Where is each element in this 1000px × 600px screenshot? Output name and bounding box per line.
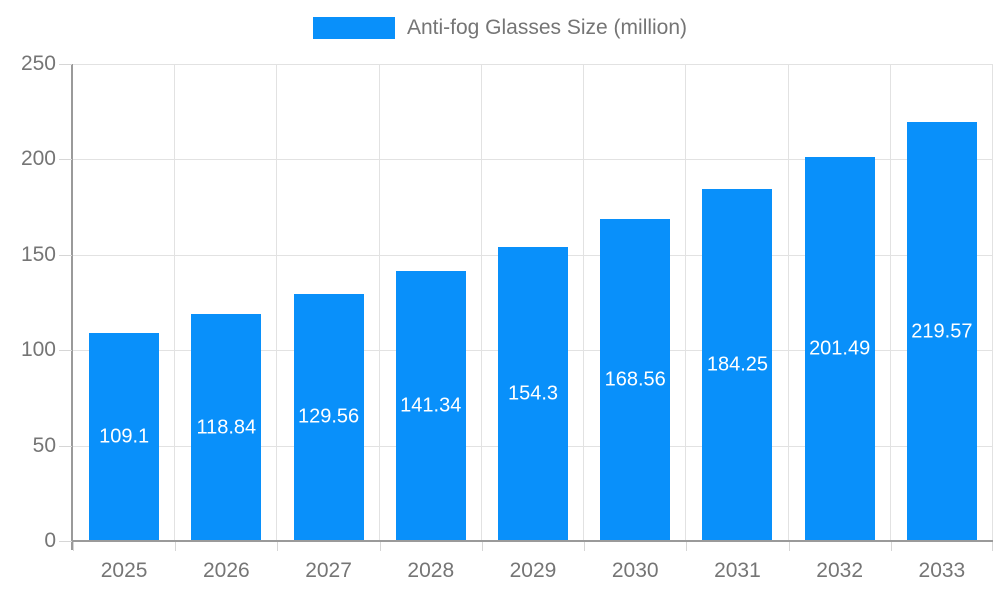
bar: 184.25 (702, 189, 773, 541)
x-axis-tick (686, 542, 688, 551)
y-axis-tick (59, 159, 72, 161)
gridline-v (480, 64, 482, 541)
x-axis-tick (992, 542, 993, 551)
gridline-v (174, 64, 176, 541)
x-axis-tick-label: 2026 (202, 559, 250, 582)
y-axis-tick (59, 64, 72, 65)
y-axis-tick-label: 200 (20, 147, 56, 171)
gridline-v (992, 64, 993, 541)
bar-value-label: 118.84 (196, 416, 257, 439)
bar: 201.49 (804, 156, 875, 541)
x-axis-tick (788, 542, 790, 551)
x-axis-tick-label: 2027 (305, 559, 352, 582)
bar: 154.3 (498, 246, 568, 541)
bar-value-label: 109.1 (99, 425, 150, 448)
y-axis-tick-label: 250 (20, 52, 56, 75)
plot-area: 109.1 118.84 129.56 141.34 154.3 168.56 184.25… (73, 64, 993, 541)
y-axis-tick-label: 0 (44, 529, 56, 552)
bar: 141.34 (395, 271, 466, 541)
bar-value-label: 154.3 (507, 382, 559, 405)
y-axis-tick-label: 150 (20, 242, 56, 266)
legend[interactable]: Anti-fog Glasses Size (million) (0, 16, 1000, 40)
legend-label: Anti-fog Glasses Size (million) (406, 16, 688, 39)
gridline-v (276, 64, 278, 541)
y-axis-tick-label: 100 (20, 338, 56, 362)
gridline-h (73, 64, 993, 65)
gridline-v (378, 64, 380, 541)
x-axis-tick-label: 2033 (918, 559, 966, 582)
x-axis-tick-label: 2032 (816, 559, 864, 582)
bar: 109.1 (89, 332, 160, 541)
x-axis-tick-label: 2029 (509, 559, 557, 582)
bar-value-label: 201.49 (809, 337, 871, 360)
y-axis-tick (59, 254, 72, 256)
y-axis-tick-label: 50 (32, 433, 56, 457)
x-axis-tick (73, 542, 74, 551)
bar-value-label: 129.56 (297, 405, 360, 428)
gridline-v (583, 64, 585, 541)
legend-swatch (312, 17, 395, 39)
x-axis-tick (890, 542, 892, 551)
x-axis-tick (379, 542, 381, 551)
x-axis-tick (175, 542, 177, 551)
gridline-v (889, 64, 891, 541)
x-axis-tick-label: 2031 (714, 559, 761, 582)
gridline-v (685, 64, 687, 541)
bar: 129.56 (293, 293, 364, 541)
x-axis-tick (277, 542, 279, 551)
y-axis-tick (59, 541, 72, 542)
x-axis-tick (481, 542, 483, 551)
x-axis-tick-label: 2025 (100, 559, 148, 582)
bar-value-label: 168.56 (604, 368, 666, 391)
y-axis-tick (59, 445, 72, 447)
bar-value-label: 141.34 (400, 394, 462, 417)
bar-value-label: 184.25 (706, 353, 769, 376)
x-axis-tick-label: 2030 (611, 559, 659, 582)
bar-value-label: 219.57 (911, 320, 973, 343)
y-axis-line (71, 64, 73, 550)
gridline-h (73, 159, 993, 161)
bar: 219.57 (906, 122, 977, 541)
gridline-v (787, 64, 789, 541)
y-axis-tick (59, 350, 72, 352)
x-axis-tick-label: 2028 (407, 559, 455, 582)
x-axis-tick (584, 542, 586, 551)
bar: 118.84 (191, 314, 262, 541)
bar: 168.56 (600, 219, 671, 541)
x-axis-line (73, 540, 993, 542)
